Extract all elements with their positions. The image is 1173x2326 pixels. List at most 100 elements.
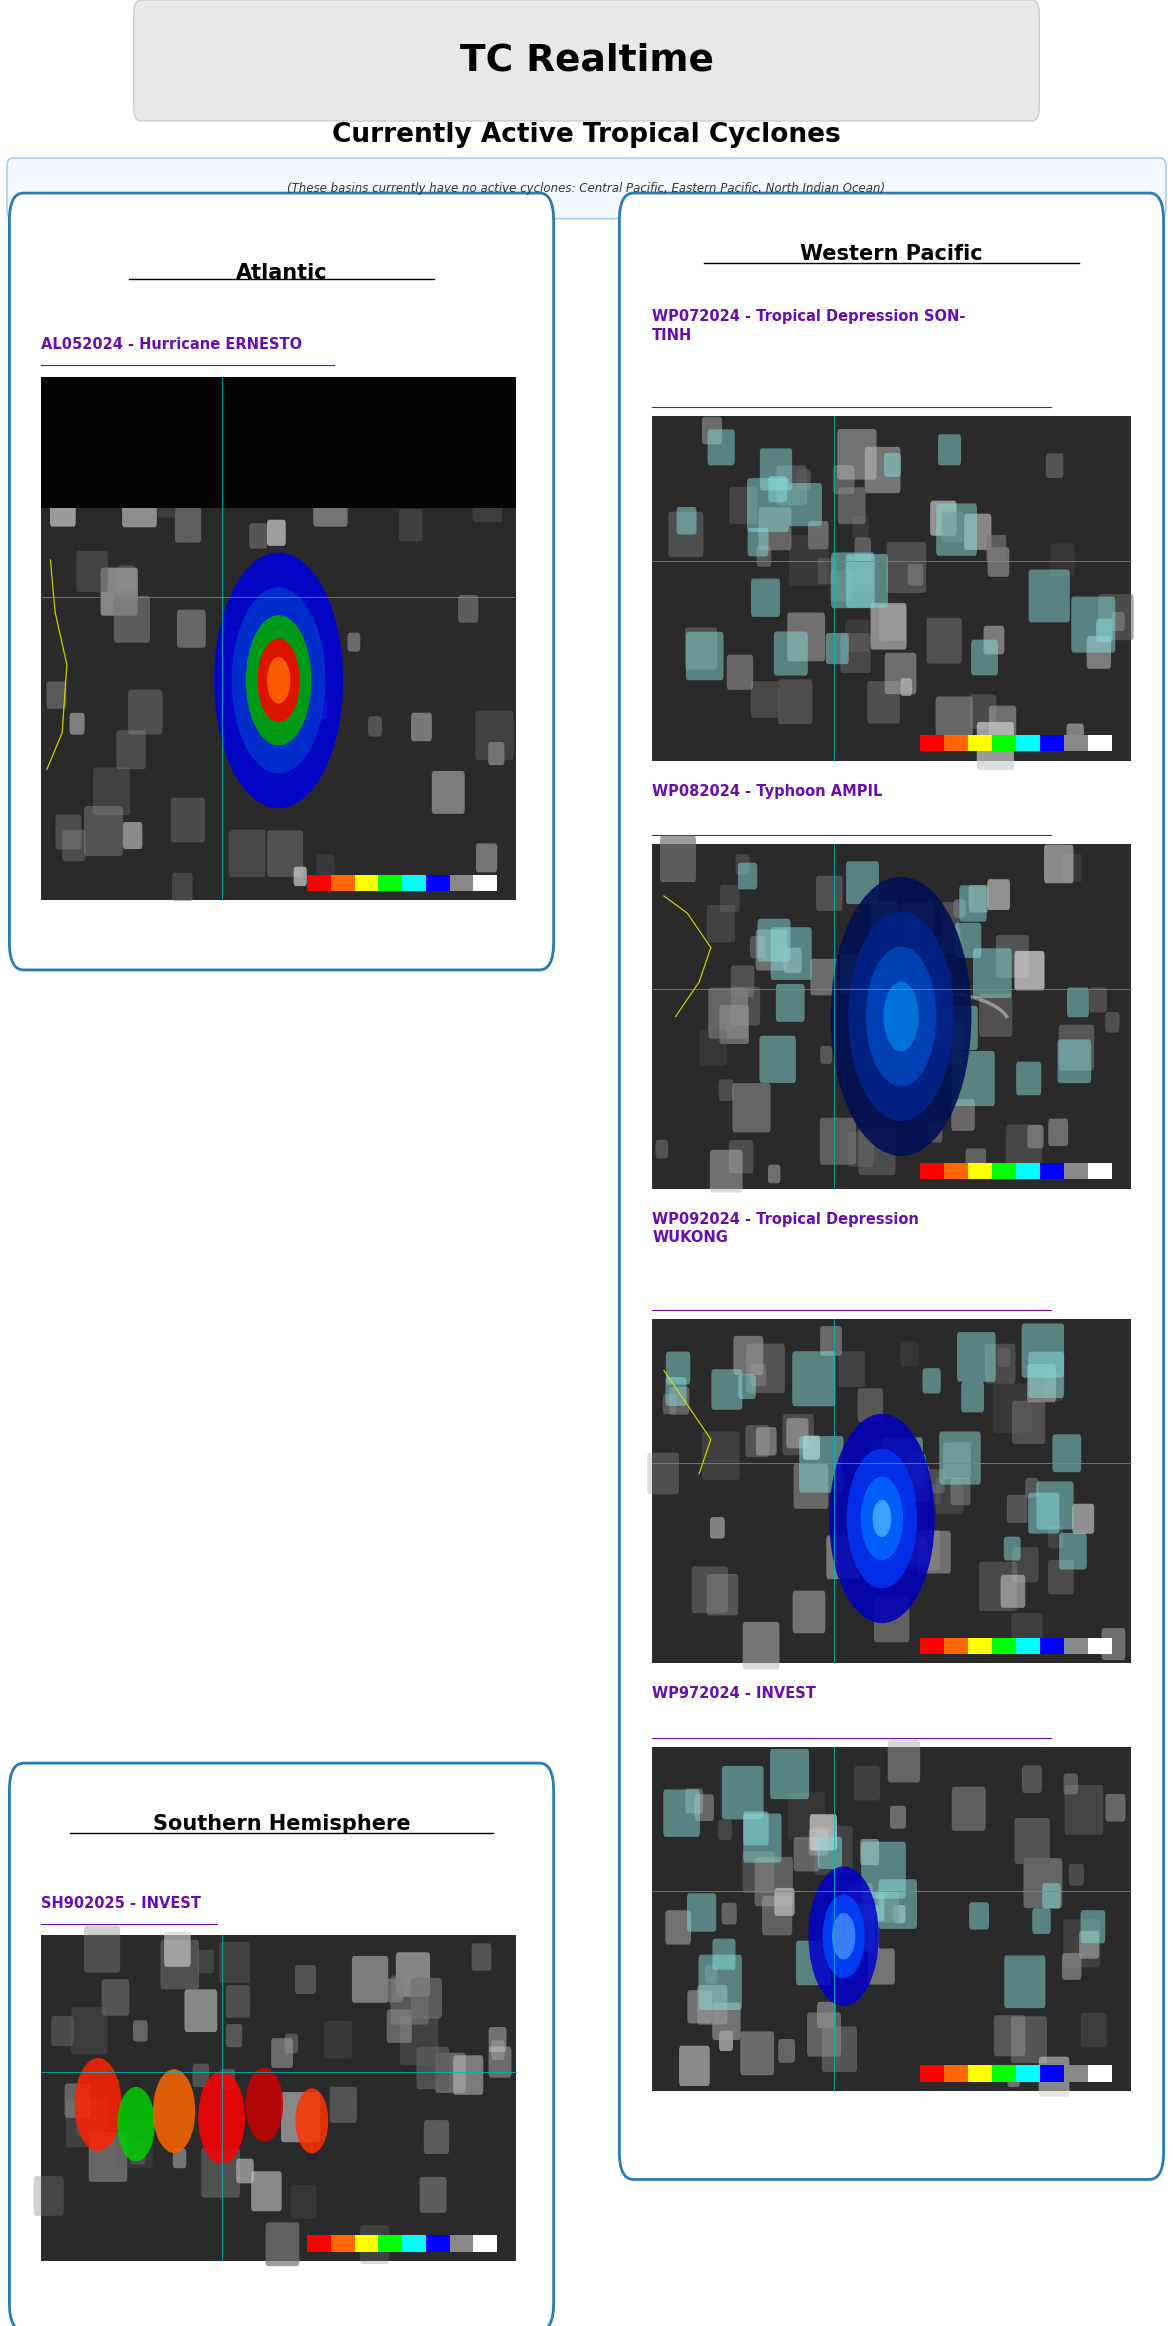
FancyBboxPatch shape <box>1067 989 1089 1016</box>
FancyBboxPatch shape <box>291 2184 317 2219</box>
Circle shape <box>75 2059 122 2152</box>
Bar <box>1087 735 1112 751</box>
FancyBboxPatch shape <box>922 1368 941 1393</box>
Text: AL052024 - Hurricane ERNESTO: AL052024 - Hurricane ERNESTO <box>41 337 303 351</box>
FancyBboxPatch shape <box>1015 951 1044 991</box>
FancyBboxPatch shape <box>416 2047 449 2089</box>
Circle shape <box>296 2089 328 2154</box>
FancyBboxPatch shape <box>411 712 432 742</box>
FancyBboxPatch shape <box>697 1984 727 2024</box>
FancyBboxPatch shape <box>432 770 465 814</box>
FancyBboxPatch shape <box>833 465 854 493</box>
Text: Currently Active Tropical Cyclones: Currently Active Tropical Cyclones <box>332 121 841 149</box>
Text: Southern Hemisphere: Southern Hemisphere <box>152 1814 411 1835</box>
FancyBboxPatch shape <box>707 430 734 465</box>
FancyBboxPatch shape <box>750 935 766 958</box>
FancyBboxPatch shape <box>66 2098 103 2147</box>
FancyBboxPatch shape <box>887 542 927 593</box>
FancyBboxPatch shape <box>221 2068 235 2089</box>
FancyBboxPatch shape <box>293 868 307 886</box>
FancyBboxPatch shape <box>400 2017 439 2065</box>
FancyBboxPatch shape <box>793 1591 826 1633</box>
FancyBboxPatch shape <box>703 1430 740 1479</box>
FancyBboxPatch shape <box>762 1896 792 1935</box>
FancyBboxPatch shape <box>313 481 347 526</box>
FancyBboxPatch shape <box>936 502 977 556</box>
FancyBboxPatch shape <box>229 830 265 877</box>
FancyBboxPatch shape <box>1025 1477 1038 1498</box>
FancyBboxPatch shape <box>808 521 828 549</box>
FancyBboxPatch shape <box>420 2177 447 2212</box>
FancyBboxPatch shape <box>846 554 888 607</box>
FancyBboxPatch shape <box>1004 1956 1045 2007</box>
Text: TC Realtime: TC Realtime <box>460 42 713 79</box>
Bar <box>920 735 944 751</box>
Bar <box>920 2065 944 2082</box>
FancyBboxPatch shape <box>820 1119 856 1165</box>
FancyBboxPatch shape <box>840 954 872 996</box>
FancyBboxPatch shape <box>796 1940 830 1984</box>
FancyBboxPatch shape <box>868 1949 895 1984</box>
FancyBboxPatch shape <box>1011 1612 1043 1654</box>
FancyBboxPatch shape <box>1039 2056 1070 2096</box>
FancyBboxPatch shape <box>840 1903 875 1949</box>
FancyBboxPatch shape <box>231 630 271 679</box>
FancyBboxPatch shape <box>884 654 916 693</box>
FancyBboxPatch shape <box>930 970 950 998</box>
Bar <box>1064 1163 1087 1179</box>
FancyBboxPatch shape <box>706 905 735 942</box>
FancyBboxPatch shape <box>744 1812 768 1845</box>
FancyBboxPatch shape <box>669 512 704 558</box>
FancyBboxPatch shape <box>692 1565 728 1614</box>
FancyBboxPatch shape <box>901 679 913 695</box>
Bar <box>1064 2065 1087 2082</box>
FancyBboxPatch shape <box>192 2063 209 2086</box>
FancyBboxPatch shape <box>123 821 142 849</box>
Circle shape <box>832 1912 855 1958</box>
FancyBboxPatch shape <box>759 1035 796 1084</box>
FancyBboxPatch shape <box>760 449 792 491</box>
Circle shape <box>830 877 971 1156</box>
FancyBboxPatch shape <box>747 479 789 533</box>
FancyBboxPatch shape <box>41 377 516 507</box>
Bar <box>944 735 968 751</box>
FancyBboxPatch shape <box>324 2021 352 2059</box>
FancyBboxPatch shape <box>41 1935 516 2261</box>
FancyBboxPatch shape <box>733 1335 764 1375</box>
FancyBboxPatch shape <box>754 1856 793 1907</box>
FancyBboxPatch shape <box>884 454 901 477</box>
FancyBboxPatch shape <box>867 1535 891 1568</box>
FancyBboxPatch shape <box>710 1517 725 1537</box>
FancyBboxPatch shape <box>130 2142 145 2166</box>
FancyBboxPatch shape <box>1001 1575 1025 1607</box>
FancyBboxPatch shape <box>1063 1919 1100 1968</box>
FancyBboxPatch shape <box>816 877 842 912</box>
FancyBboxPatch shape <box>768 477 787 502</box>
FancyBboxPatch shape <box>854 1765 880 1800</box>
Bar <box>426 2235 449 2252</box>
FancyBboxPatch shape <box>794 1838 820 1872</box>
FancyBboxPatch shape <box>745 1426 769 1458</box>
FancyBboxPatch shape <box>929 1121 942 1142</box>
FancyBboxPatch shape <box>161 1940 199 1989</box>
FancyBboxPatch shape <box>728 1140 753 1172</box>
Bar <box>920 1638 944 1654</box>
FancyBboxPatch shape <box>901 1342 918 1368</box>
FancyBboxPatch shape <box>853 516 869 540</box>
FancyBboxPatch shape <box>710 1149 743 1193</box>
FancyBboxPatch shape <box>1042 1884 1060 1910</box>
FancyBboxPatch shape <box>955 923 982 958</box>
FancyBboxPatch shape <box>1064 1772 1078 1793</box>
FancyBboxPatch shape <box>1004 1537 1021 1561</box>
Circle shape <box>873 1500 891 1537</box>
FancyBboxPatch shape <box>93 768 130 814</box>
FancyBboxPatch shape <box>711 1370 743 1410</box>
FancyBboxPatch shape <box>453 2056 483 2096</box>
FancyBboxPatch shape <box>771 928 812 979</box>
FancyBboxPatch shape <box>128 691 163 735</box>
FancyBboxPatch shape <box>970 693 996 728</box>
FancyBboxPatch shape <box>874 1596 909 1642</box>
FancyBboxPatch shape <box>988 547 1009 577</box>
FancyBboxPatch shape <box>839 1351 866 1386</box>
FancyBboxPatch shape <box>768 1165 780 1184</box>
